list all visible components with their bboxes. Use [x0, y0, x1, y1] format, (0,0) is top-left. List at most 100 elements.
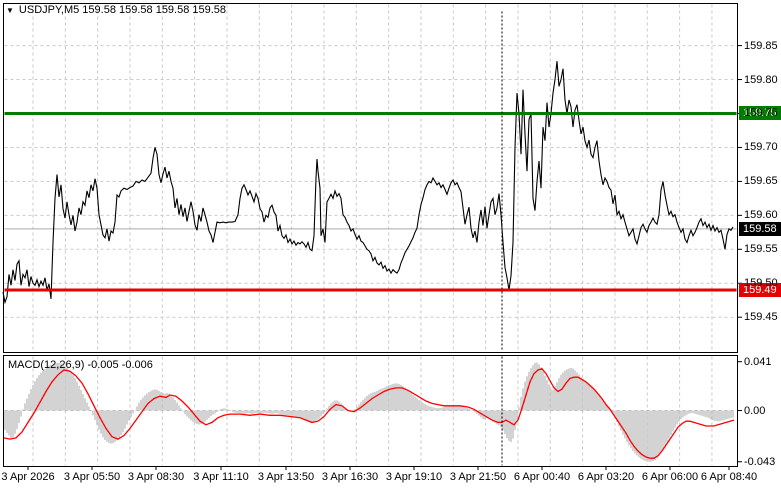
macd-histogram-bar: [154, 389, 156, 411]
macd-histogram-bar: [370, 393, 372, 411]
macd-histogram-bar: [298, 410, 300, 418]
macd-histogram-bar: [730, 410, 732, 418]
macd-histogram-bar: [672, 410, 674, 432]
macd-histogram-bar: [484, 410, 486, 420]
macd-histogram-bar: [722, 410, 724, 421]
macd-histogram-bar: [160, 392, 162, 411]
macd-histogram-bar: [34, 381, 36, 411]
macd-histogram-bar: [242, 410, 244, 414]
macd-histogram-bar: [542, 371, 544, 411]
macd-histogram-bar: [284, 410, 286, 416]
macd-histogram-bar: [454, 406, 456, 411]
macd-histogram-bar: [716, 410, 718, 422]
chevron-down-icon[interactable]: ▼: [6, 5, 14, 15]
macd-histogram-bar: [20, 410, 22, 417]
macd-histogram-bar: [266, 410, 268, 413]
time-tick-label: 3 Apr 11:10: [193, 471, 249, 483]
macd-histogram-bar: [174, 399, 176, 411]
macd-histogram-bar: [510, 410, 512, 443]
macd-histogram-bar: [274, 410, 276, 414]
macd-histogram-bar: [82, 394, 84, 411]
macd-histogram-bar: [24, 403, 26, 411]
macd-histogram-bar: [268, 410, 270, 414]
macd-histogram-bar: [40, 372, 42, 411]
macd-histogram-bar: [354, 409, 356, 411]
macd-histogram-bar: [280, 410, 282, 415]
macd-histogram-bar: [468, 408, 470, 411]
price-tick-label: 159.65: [744, 175, 778, 187]
macd-histogram-bar: [164, 393, 166, 411]
macd-histogram-bar: [570, 367, 572, 411]
macd-histogram-bar: [324, 410, 326, 412]
macd-histogram-bar: [74, 378, 76, 411]
macd-histogram-bar: [492, 410, 494, 422]
macd-histogram-bar: [294, 410, 296, 417]
macd-histogram-bar: [70, 372, 72, 411]
macd-histogram-bar: [622, 410, 624, 435]
macd-histogram-bar: [564, 370, 566, 411]
macd-histogram-bar: [390, 384, 392, 411]
macd-histogram-bar: [224, 408, 226, 411]
macd-histogram-bar: [546, 379, 548, 411]
macd-histogram-bar: [318, 410, 320, 419]
macd-histogram-bar: [636, 410, 638, 456]
macd-histogram-bar: [214, 410, 216, 414]
macd-histogram-bar: [580, 376, 582, 411]
macd-histogram-bar: [140, 399, 142, 411]
macd-histogram-bar: [532, 365, 534, 411]
macd-histogram-bar: [648, 410, 650, 462]
macd-histogram-bar: [16, 410, 18, 429]
macd-histogram-bar: [146, 393, 148, 411]
time-tick-label: 6 Apr 08:40: [700, 471, 758, 483]
macd-histogram-bar: [668, 410, 670, 439]
macd-histogram-bar: [508, 410, 510, 441]
macd-histogram-bar: [264, 410, 266, 413]
macd-histogram-bar: [568, 368, 570, 411]
macd-histogram-bar: [460, 406, 462, 411]
macd-histogram-bar: [678, 410, 680, 422]
macd-histogram-bar: [726, 410, 728, 420]
macd-histogram-bar: [396, 383, 398, 411]
macd-histogram-bar: [618, 410, 620, 427]
macd-histogram-bar: [588, 384, 590, 411]
macd-histogram-bar: [110, 410, 112, 444]
macd-histogram-bar: [420, 401, 422, 411]
macd-histogram-bar: [540, 367, 542, 411]
macd-histogram-bar: [358, 404, 360, 411]
macd-histogram-bar: [630, 410, 632, 449]
macd-histogram-bar: [498, 410, 500, 426]
macd-histogram-bar: [230, 410, 232, 412]
macd-histogram-bar: [578, 374, 580, 411]
macd-histogram-bar: [462, 406, 464, 411]
macd-tick-label: 0.00: [744, 405, 766, 417]
macd-histogram-bar: [422, 402, 424, 411]
macd-histogram-bar: [706, 410, 708, 418]
chart-title: USDJPY,M5 159.58 159.58 159.58 159.58: [18, 4, 227, 16]
macd-histogram-bar: [586, 382, 588, 411]
macd-histogram-bar: [600, 397, 602, 411]
macd-histogram-bar: [76, 381, 78, 411]
macd-histogram-bar: [572, 368, 574, 411]
macd-histogram-bar: [614, 410, 616, 418]
macd-histogram-bar: [26, 398, 28, 411]
macd-histogram-bar: [720, 410, 722, 421]
macd-histogram-bar: [448, 405, 450, 411]
time-tick-label: 3 Apr 16:30: [321, 471, 379, 483]
macd-histogram-bar: [136, 406, 138, 411]
macd-histogram-bar: [36, 378, 38, 411]
macd-histogram-bar: [344, 407, 346, 411]
macd-histogram-bar: [130, 410, 132, 418]
macd-histogram-bar: [190, 410, 192, 421]
macd-histogram-bar: [292, 410, 294, 417]
macd-histogram-bar: [388, 385, 390, 411]
macd-histogram-bar: [50, 364, 52, 411]
macd-histogram-bar: [360, 402, 362, 411]
macd-histogram-bar: [638, 410, 640, 458]
macd-histogram-bar: [650, 410, 652, 462]
time-tick-label: 3 Apr 13:50: [257, 471, 315, 483]
macd-histogram-bar: [656, 410, 658, 459]
macd-signal-line: [3, 368, 735, 459]
macd-histogram-bar: [356, 406, 358, 411]
